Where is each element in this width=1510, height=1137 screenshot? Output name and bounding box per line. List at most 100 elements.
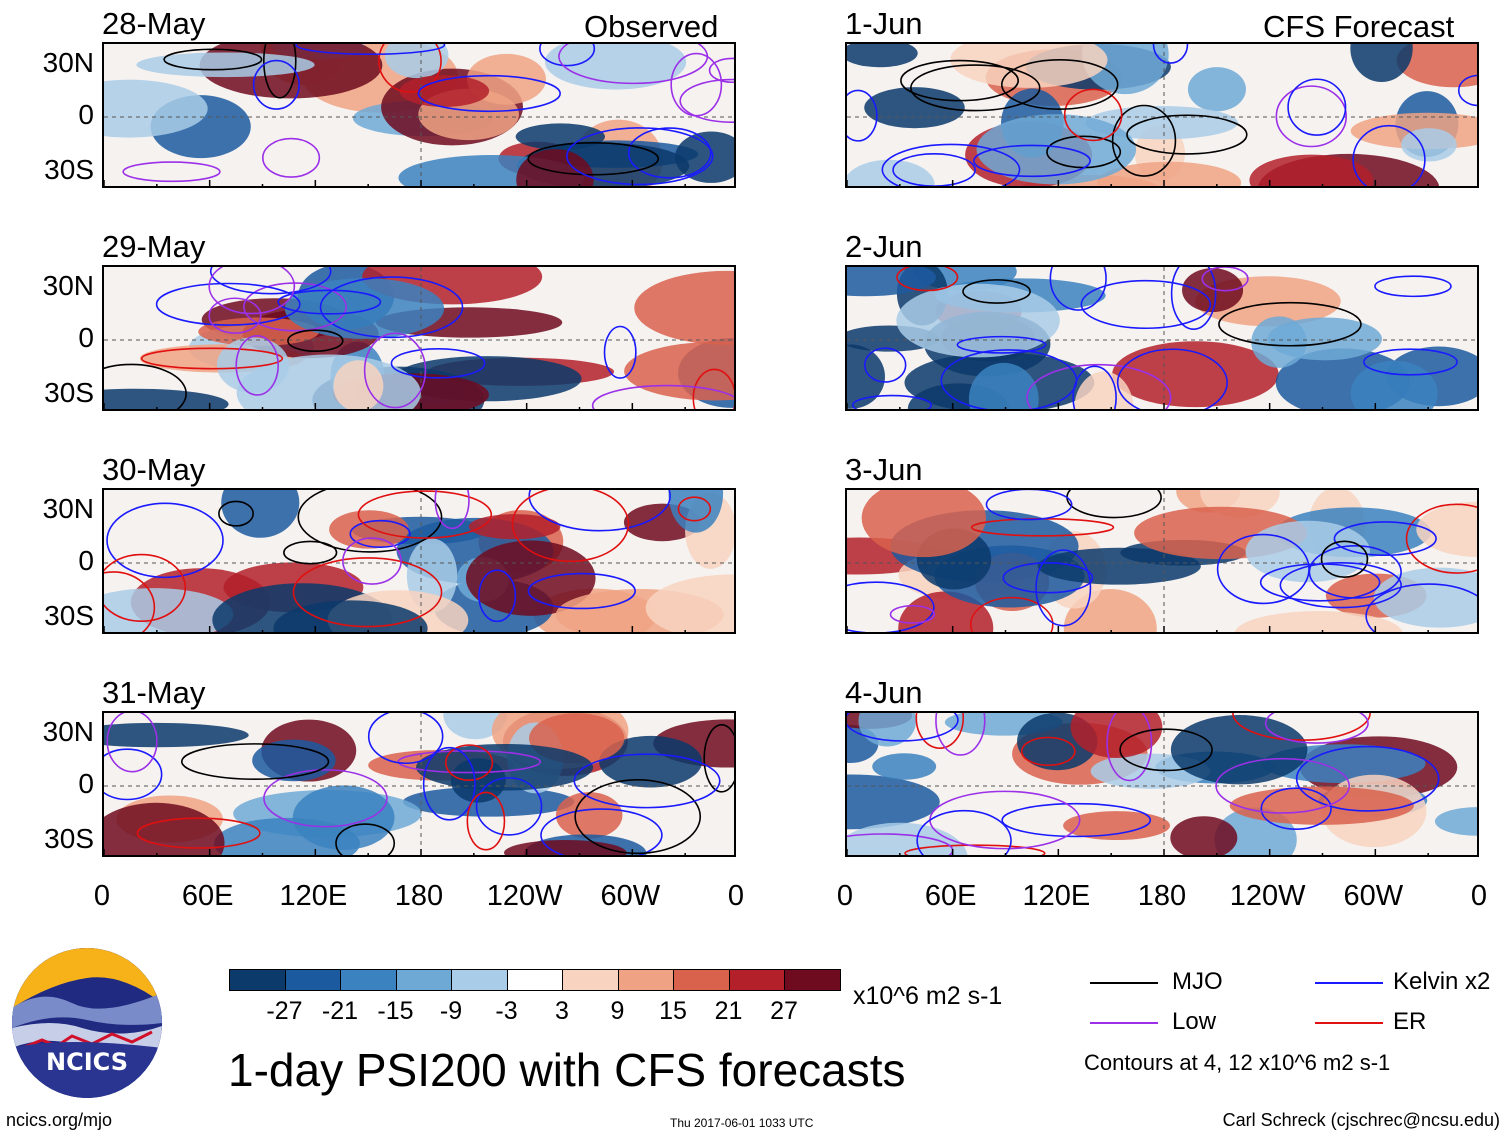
psi200-heatmap-29-May bbox=[104, 267, 734, 409]
map-panel-29-May bbox=[102, 265, 736, 411]
anomaly-cell bbox=[968, 362, 1039, 409]
psi200-heatmap-3-Jun bbox=[847, 490, 1477, 632]
wave-contour bbox=[342, 537, 402, 585]
wave-contour bbox=[283, 540, 338, 565]
anomaly-cell bbox=[1350, 360, 1438, 409]
wave-contour bbox=[677, 496, 712, 522]
wave-contour bbox=[847, 581, 935, 632]
wave-contour bbox=[319, 276, 464, 339]
anomaly-cell bbox=[555, 792, 623, 839]
colorbar-swatch bbox=[728, 969, 785, 991]
anomaly-cell bbox=[465, 540, 596, 616]
anomaly-cell bbox=[1182, 268, 1244, 312]
lon-label-60W-5: 60W bbox=[1343, 880, 1404, 912]
lat-label-30S: 30S bbox=[44, 600, 94, 631]
wave-contour bbox=[1215, 757, 1351, 814]
forecast-label: CFS Forecast bbox=[1263, 9, 1455, 44]
footer-url[interactable]: ncics.org/mjo bbox=[6, 1110, 113, 1130]
anomaly-cell bbox=[1350, 44, 1413, 83]
colorbar-swatch bbox=[395, 969, 452, 991]
wave-contour bbox=[1232, 713, 1371, 741]
anomaly-cell bbox=[1070, 713, 1163, 759]
anomaly-cell bbox=[329, 510, 409, 549]
wave-contour bbox=[603, 325, 637, 379]
anomaly-cell bbox=[1074, 371, 1134, 409]
colorbar-tick-label: 21 bbox=[714, 997, 743, 1025]
wave-contour bbox=[1287, 78, 1347, 136]
wave-contour bbox=[956, 335, 1047, 354]
wave-contour bbox=[1365, 583, 1477, 632]
wave-contour bbox=[263, 769, 388, 828]
anomaly-cell bbox=[1063, 811, 1171, 841]
lon-label-60W-5: 60W bbox=[600, 880, 661, 912]
colorbar-tick-label: -3 bbox=[495, 997, 518, 1025]
anomaly-cell bbox=[1187, 67, 1246, 112]
wave-contour bbox=[1106, 713, 1153, 782]
wave-contour bbox=[708, 57, 734, 84]
map-panel-1-Jun bbox=[845, 42, 1479, 188]
anomaly-cell bbox=[515, 123, 605, 150]
wave-contour bbox=[539, 44, 596, 67]
legend-er-line bbox=[1315, 1022, 1383, 1024]
lon-label-120E-2: 120E bbox=[279, 880, 348, 912]
panel-date-2-Jun: 2-Jun bbox=[845, 229, 923, 264]
footer-timestamp: Thu 2017-06-01 1033 UTC bbox=[670, 1116, 814, 1130]
anomaly-cell bbox=[1249, 154, 1374, 186]
wave-contour bbox=[1002, 562, 1094, 594]
anomaly-cell bbox=[544, 44, 687, 90]
wave-contour bbox=[434, 490, 470, 530]
lat-label-30S: 30S bbox=[44, 377, 94, 408]
lat-label-30S: 30S bbox=[44, 154, 94, 185]
wave-contour bbox=[1035, 549, 1092, 627]
psi200-heatmap-1-Jun bbox=[847, 44, 1477, 186]
colorbar-swatch bbox=[673, 969, 730, 991]
wave-contour bbox=[915, 713, 965, 749]
wave-contour bbox=[1001, 59, 1119, 110]
wave-contour bbox=[235, 334, 279, 396]
wave-contour bbox=[122, 161, 221, 183]
legend-kelvin-label: Kelvin x2 bbox=[1393, 968, 1491, 995]
anomaly-cell bbox=[1234, 611, 1403, 632]
logo-text: NCICS bbox=[46, 1048, 128, 1076]
legend-mjo-label: MJO bbox=[1172, 968, 1223, 995]
wave-contour bbox=[104, 363, 187, 409]
colorbar-swatch bbox=[340, 969, 397, 991]
colorbar-swatch bbox=[229, 969, 286, 991]
ncics-logo: NCICS bbox=[12, 948, 162, 1098]
colorbar-swatch bbox=[784, 969, 841, 991]
wave-contour bbox=[910, 64, 1041, 112]
wave-contour bbox=[889, 604, 936, 624]
wave-contour bbox=[445, 744, 494, 782]
colorbar-tick-label: 3 bbox=[555, 997, 569, 1025]
wave-contour bbox=[528, 490, 671, 532]
wave-contour bbox=[1152, 44, 1189, 64]
lat-label-30N: 30N bbox=[42, 493, 94, 524]
wave-contour bbox=[417, 74, 561, 113]
wave-contour bbox=[475, 777, 543, 836]
anomaly-cell bbox=[104, 722, 249, 748]
wave-contour bbox=[1126, 114, 1248, 155]
map-panel-28-May bbox=[102, 42, 736, 188]
anomaly-cell bbox=[872, 753, 937, 780]
anomaly-cell bbox=[104, 79, 208, 138]
wave-contour bbox=[136, 817, 261, 849]
panel-date-29-May: 29-May bbox=[102, 229, 206, 264]
wave-contour bbox=[904, 844, 1046, 855]
wave-contour bbox=[1374, 275, 1452, 298]
anomaly-cell bbox=[847, 774, 940, 830]
colorbar-tick-label: 27 bbox=[770, 997, 798, 1025]
wave-contour bbox=[900, 59, 1019, 102]
anomaly-cell bbox=[1229, 786, 1414, 825]
wave-contour bbox=[1020, 736, 1076, 767]
panel-date-28-May: 28-May bbox=[102, 6, 206, 41]
wave-contour bbox=[104, 553, 187, 622]
anomaly-cell bbox=[861, 490, 986, 558]
wave-contour bbox=[367, 713, 444, 765]
anomaly-cell bbox=[1112, 341, 1279, 408]
wave-contour bbox=[847, 713, 959, 742]
anomaly-cell bbox=[216, 337, 290, 393]
wave-contour bbox=[252, 59, 300, 110]
wave-contour bbox=[985, 490, 1073, 521]
wave-contour bbox=[295, 44, 446, 56]
anomaly-cell bbox=[847, 44, 918, 68]
